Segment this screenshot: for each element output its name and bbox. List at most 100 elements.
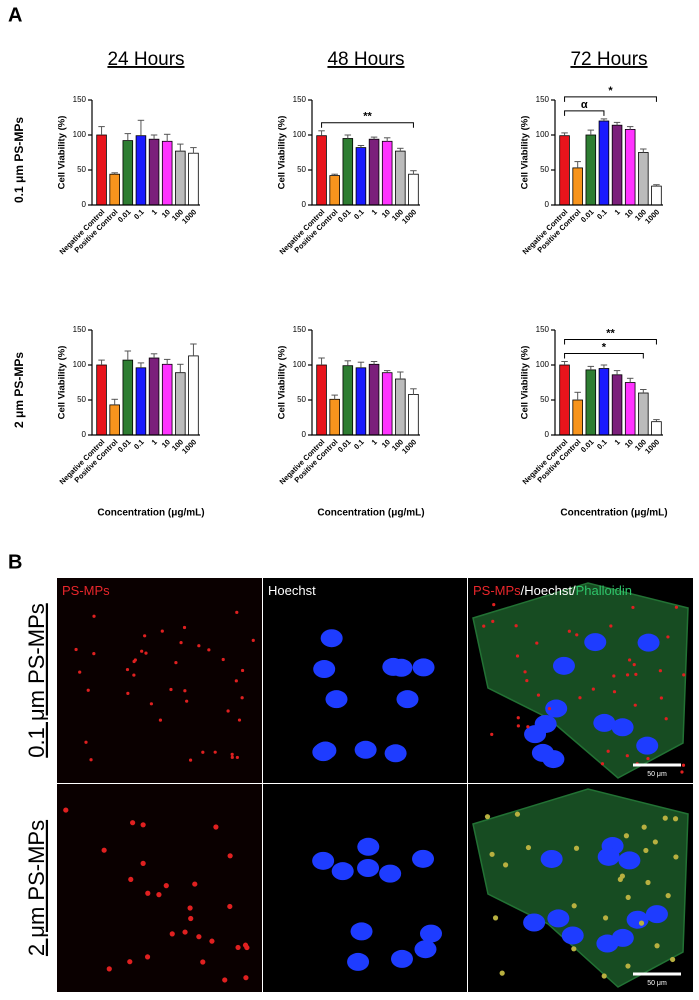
particle — [227, 903, 233, 910]
particle — [235, 610, 239, 614]
particle — [567, 629, 571, 633]
x-axis-label: Concentration (μg/mL) — [97, 508, 204, 519]
bar — [161, 140, 173, 206]
particle — [536, 693, 541, 697]
scale-bar-label: 50 μm — [647, 980, 667, 987]
y-tick-label: 50 — [540, 395, 549, 404]
particle — [226, 709, 230, 713]
nucleus — [390, 658, 413, 677]
particle — [625, 963, 631, 969]
row-label: 0.1 μm PS-MPs — [12, 117, 26, 203]
y-axis-label: Cell Viability (%) — [57, 346, 68, 420]
bar — [188, 355, 199, 436]
panel-label: A — [8, 4, 22, 26]
particle — [680, 770, 684, 774]
significance-bracket — [564, 353, 644, 359]
particle — [187, 905, 193, 911]
x-tick-label: 1 — [613, 207, 622, 216]
particle — [490, 732, 494, 736]
bar — [316, 364, 327, 436]
particle — [126, 691, 130, 695]
bar — [316, 135, 327, 206]
particle — [197, 644, 201, 648]
significance-bracket — [564, 96, 657, 102]
bar — [624, 128, 636, 206]
particle — [575, 633, 579, 637]
bar — [598, 120, 610, 206]
x-tick-label: 1000 — [180, 207, 198, 225]
particle — [633, 703, 637, 707]
particle — [185, 699, 189, 703]
y-tick-label: 50 — [540, 165, 549, 174]
particle — [535, 641, 539, 645]
particle — [612, 690, 617, 694]
bar — [624, 382, 636, 436]
nucleus — [313, 660, 336, 679]
particle — [652, 839, 658, 845]
particle — [182, 929, 188, 935]
particle — [491, 619, 495, 623]
axis — [554, 330, 663, 436]
y-tick-label: 100 — [293, 360, 307, 369]
bar — [342, 365, 354, 436]
bar — [109, 173, 120, 206]
bar — [368, 138, 380, 206]
particle — [243, 975, 249, 981]
particle — [230, 755, 234, 759]
y-tick-label: 0 — [302, 430, 307, 439]
micrograph: 50 μm — [468, 784, 693, 992]
particle — [623, 833, 630, 839]
nucleus — [350, 922, 373, 941]
x-axis-label: Concentration (μg/mL) — [317, 508, 424, 519]
particle — [209, 938, 215, 944]
nucleus — [412, 849, 435, 868]
phalloidin-stain — [472, 582, 689, 779]
particle — [662, 815, 668, 821]
particle — [125, 667, 130, 672]
bar — [355, 147, 367, 206]
x-tick-label: 0.1 — [595, 207, 609, 221]
particle — [92, 614, 96, 618]
bar — [329, 175, 340, 206]
particle — [74, 647, 78, 652]
micrograph: Hoechst — [263, 578, 467, 783]
bar — [611, 124, 623, 206]
y-axis-label: Cell Viability (%) — [520, 346, 531, 420]
particle — [643, 847, 649, 854]
y-tick-label: 0 — [545, 430, 550, 439]
nucleus — [584, 633, 607, 652]
image-label: PS-MPs/Hoechst/Phalloidin — [473, 583, 632, 598]
nucleus — [618, 851, 641, 870]
bar — [572, 167, 583, 206]
micrograph — [57, 784, 262, 992]
particle — [158, 718, 163, 722]
particle — [84, 740, 88, 744]
particle — [222, 977, 228, 983]
bar — [355, 367, 367, 436]
x-tick-label: 0.1 — [352, 207, 366, 221]
particle — [654, 943, 660, 949]
row-label: 2 μm PS-MPs — [12, 352, 26, 428]
particle — [143, 634, 147, 638]
x-tick-label: 1000 — [400, 437, 418, 455]
y-tick-label: 100 — [73, 130, 87, 139]
x-tick-label: 0.01 — [116, 437, 133, 454]
x-tick-label: 0.01 — [579, 207, 596, 224]
nucleus — [626, 910, 649, 929]
particle — [78, 670, 82, 674]
chart: Cell Viability (%) Concentration (μg/mL) 0… — [57, 325, 205, 519]
particle — [638, 920, 645, 926]
particle — [632, 663, 636, 667]
particle — [681, 763, 686, 767]
particle — [235, 755, 239, 760]
particle — [514, 811, 521, 817]
particle — [641, 824, 647, 830]
row-label: 2 μm PS-MPs — [24, 820, 49, 956]
particle — [234, 679, 238, 683]
y-tick-label: 150 — [293, 325, 307, 334]
nucleus — [561, 926, 584, 945]
bar — [381, 372, 393, 436]
image-label-part: Hoechst — [268, 583, 316, 598]
x-tick-label: 1000 — [180, 437, 198, 455]
image-label: Hoechst — [268, 583, 316, 598]
